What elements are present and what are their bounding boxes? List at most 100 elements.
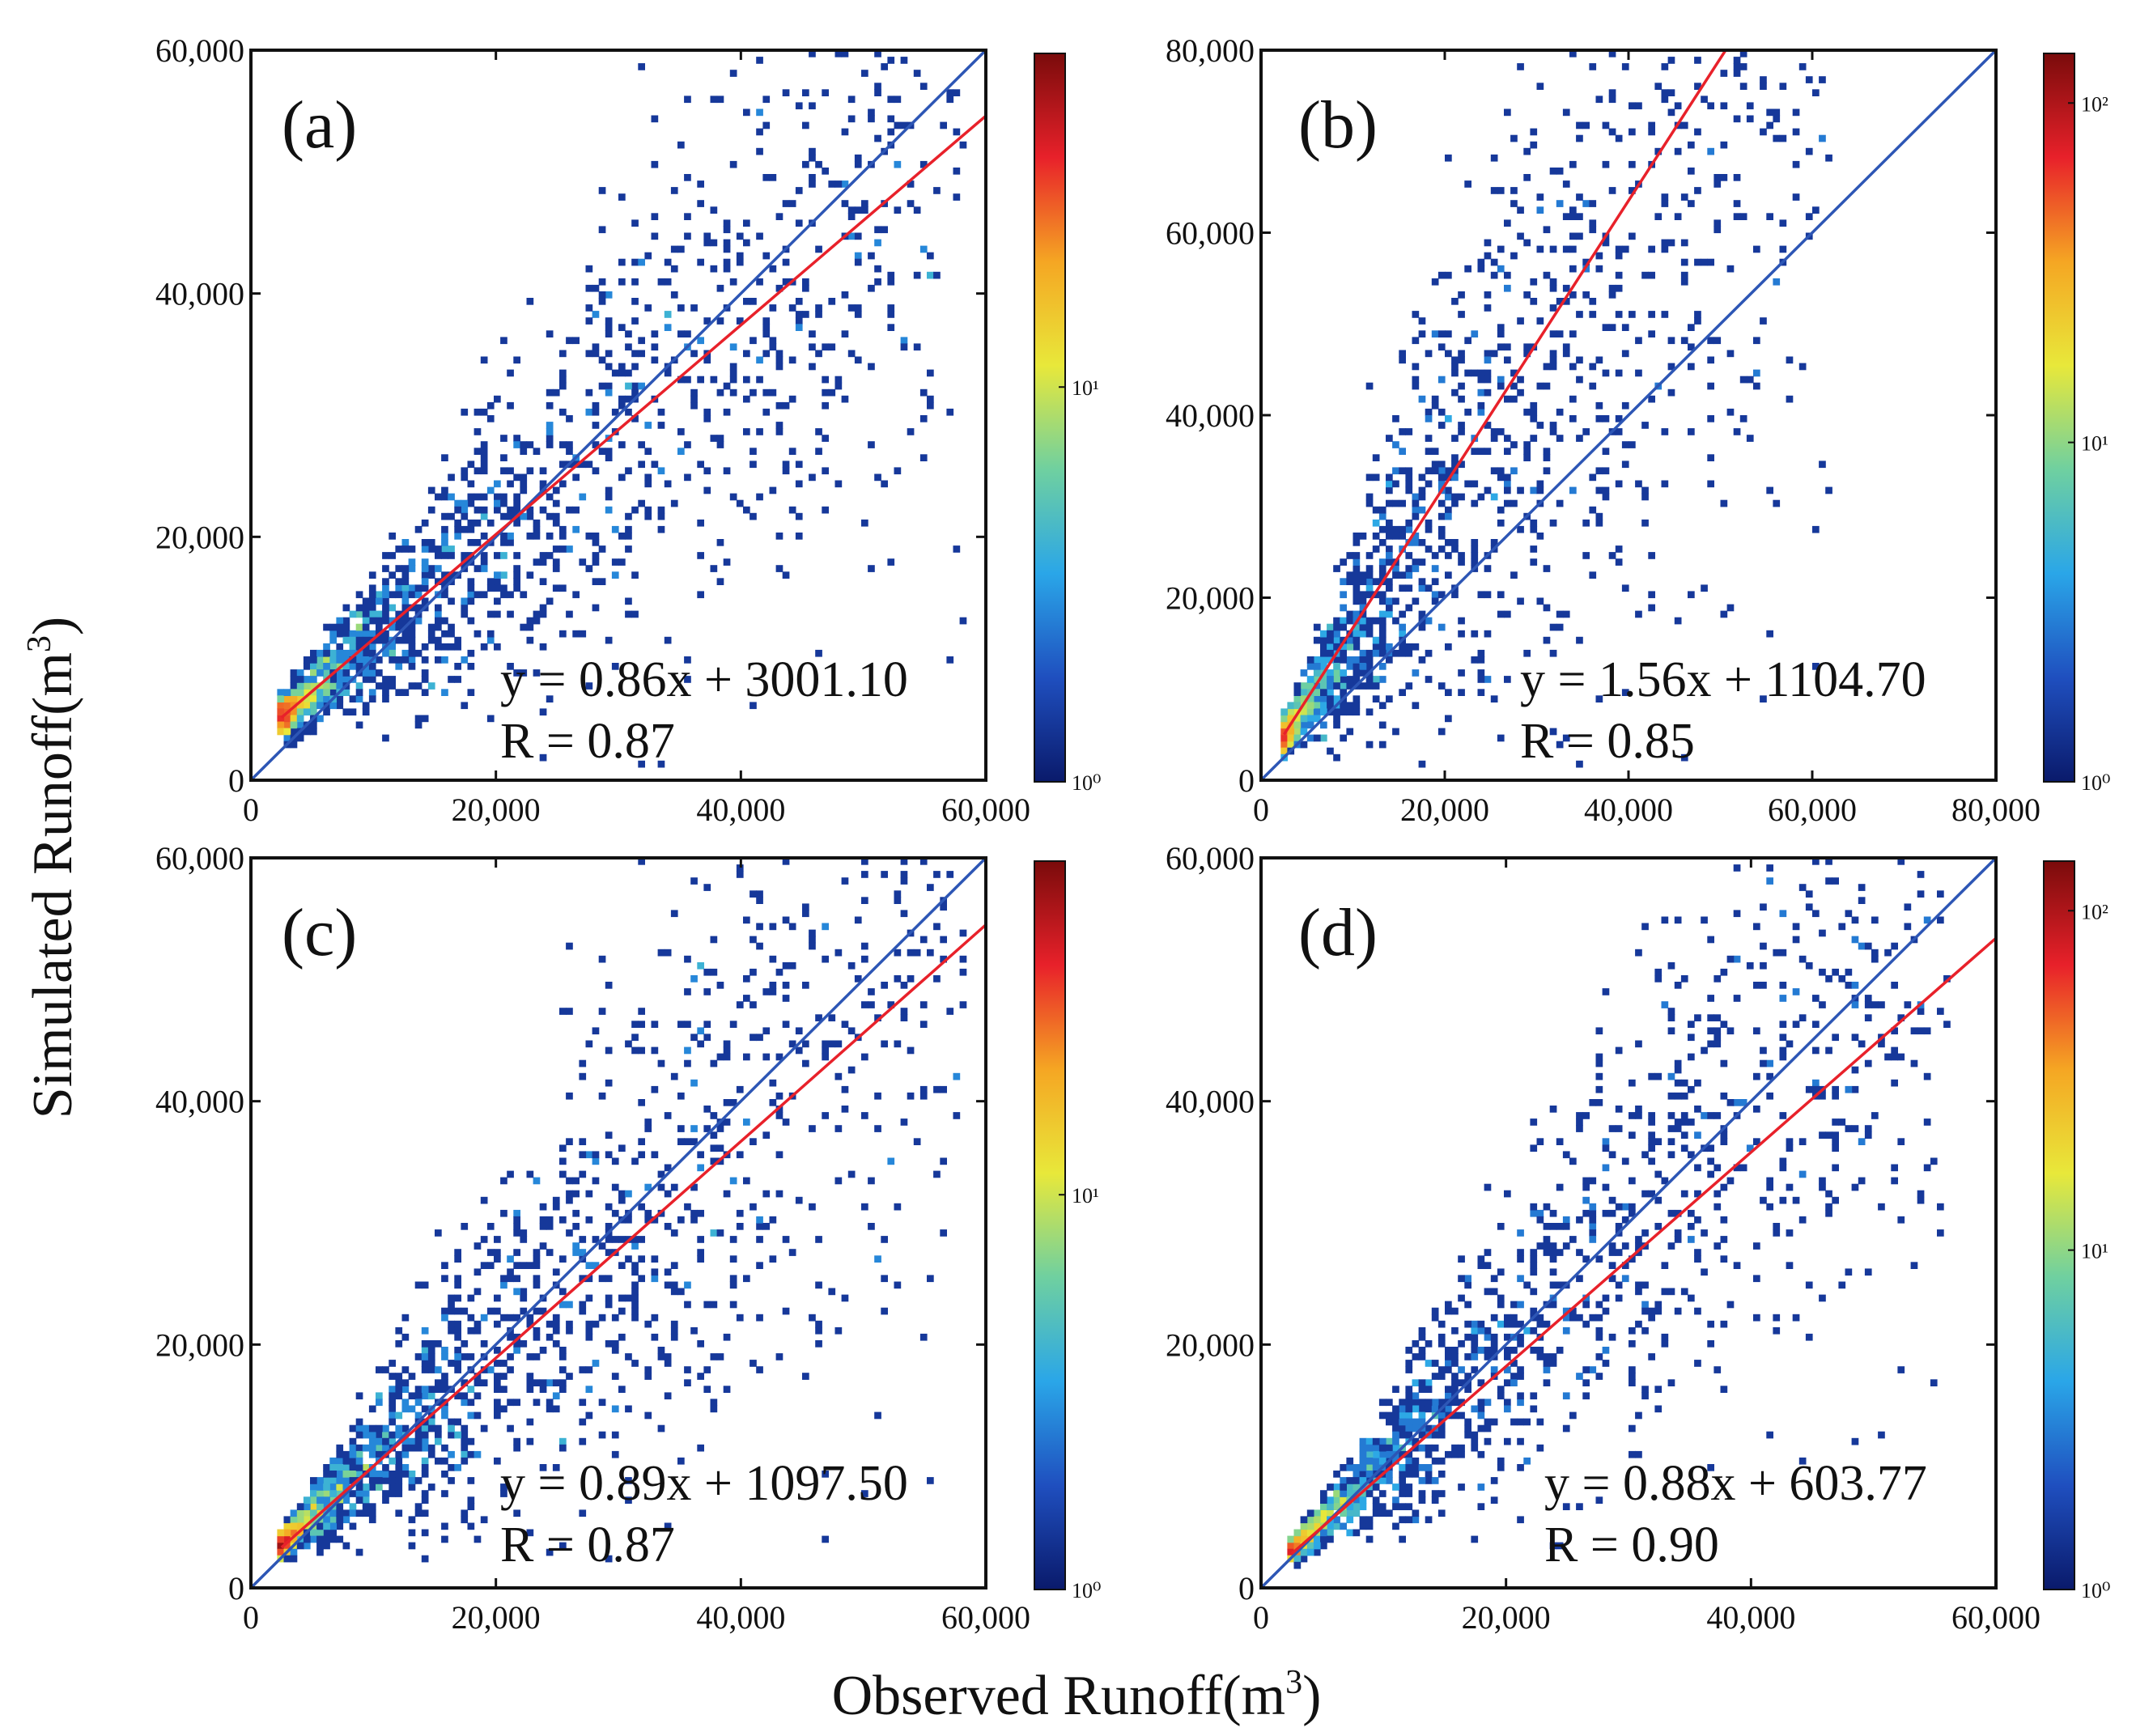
density-cell — [592, 408, 600, 416]
density-cell — [861, 1203, 868, 1211]
density-cell — [847, 213, 856, 220]
density-cell — [1359, 669, 1367, 677]
density-cell — [1405, 682, 1413, 690]
density-cell — [631, 363, 639, 371]
density-cell — [1766, 1177, 1773, 1185]
density-cell — [1648, 1118, 1655, 1126]
density-cell — [919, 1333, 928, 1341]
density-cell — [382, 695, 389, 702]
density-cell — [480, 1262, 488, 1269]
density-cell — [1412, 558, 1420, 566]
density-cell — [881, 871, 888, 878]
density-cell — [1425, 525, 1433, 533]
density-cell — [611, 1347, 619, 1354]
density-cell — [1484, 252, 1492, 260]
density-cell — [1399, 1431, 1406, 1439]
density-cell — [533, 1177, 541, 1185]
density-cell — [1549, 1249, 1557, 1256]
density-cell — [1773, 1229, 1781, 1237]
density-cell — [552, 1340, 560, 1348]
density-cell — [454, 663, 461, 670]
density-cell — [644, 1320, 652, 1328]
density-cell — [382, 617, 389, 625]
density-cell — [546, 512, 554, 520]
density-cell — [1549, 330, 1557, 337]
density-cell — [389, 682, 396, 690]
density-cell — [677, 1288, 685, 1296]
density-cell — [382, 1366, 389, 1373]
density-cell — [336, 682, 344, 690]
density-cell — [605, 388, 613, 397]
density-cell — [710, 96, 718, 104]
density-cell — [1569, 50, 1577, 57]
density-cell — [861, 206, 868, 214]
density-cell — [421, 1392, 429, 1400]
density-cell — [933, 975, 941, 983]
density-cell — [670, 910, 678, 918]
density-cell — [1431, 278, 1439, 286]
density-cell — [677, 304, 685, 312]
density-cell — [310, 689, 317, 696]
density-cell — [710, 1112, 718, 1119]
density-cell — [441, 1405, 448, 1413]
density-cell — [579, 1307, 587, 1315]
density-cell — [1608, 284, 1616, 292]
density-cell — [1713, 1034, 1722, 1042]
density-cell — [1536, 1444, 1544, 1452]
density-cell — [605, 486, 613, 494]
density-cell — [579, 1059, 587, 1067]
density-cell — [1726, 1301, 1735, 1309]
density-cell — [592, 533, 600, 540]
density-cell — [1412, 702, 1420, 710]
density-cell — [1773, 1223, 1781, 1230]
density-cell — [435, 1437, 442, 1445]
density-cell — [290, 728, 298, 736]
density-cell — [1937, 916, 1944, 924]
density-cell — [1425, 545, 1433, 553]
density-cell — [1733, 63, 1741, 70]
density-cell — [736, 1001, 744, 1008]
density-cell — [500, 337, 507, 345]
density-cell — [336, 1444, 344, 1452]
density-cell — [703, 1021, 711, 1028]
density-cell — [585, 265, 593, 273]
density-cell — [1471, 448, 1479, 455]
density-cell — [1819, 76, 1826, 83]
density-cell — [1694, 317, 1701, 325]
density-cell — [473, 1373, 482, 1380]
density-cell — [329, 636, 337, 644]
density-cell — [1530, 141, 1538, 149]
density-cell — [1694, 311, 1701, 318]
density-cell — [323, 656, 330, 664]
density-cell — [854, 252, 862, 260]
density-cell — [1517, 206, 1524, 214]
density-cell — [566, 1320, 573, 1328]
density-cell — [1707, 1157, 1714, 1165]
density-cell — [900, 1118, 908, 1126]
density-cell — [552, 486, 560, 494]
density-cell — [1477, 1399, 1485, 1407]
density-cell — [1425, 350, 1433, 358]
density-cell — [828, 180, 836, 188]
density-cell — [775, 968, 783, 976]
panel-0: 0 20,000 40,000 60,000020,00040,00060,000(a… — [155, 32, 1101, 828]
density-cell — [467, 597, 475, 605]
density-cell — [1543, 1236, 1551, 1243]
density-cell — [1589, 1099, 1597, 1106]
density-cell — [1812, 1085, 1820, 1093]
density-cell — [408, 1392, 416, 1400]
density-cell — [1812, 206, 1820, 214]
density-cell — [1306, 1529, 1314, 1537]
density-cell — [329, 1522, 337, 1530]
density-cell — [513, 1509, 520, 1517]
density-cell — [1418, 1399, 1426, 1407]
density-cell — [1720, 1255, 1728, 1263]
density-cell — [473, 1411, 482, 1420]
density-cell — [1536, 193, 1544, 201]
density-cell — [1497, 1223, 1505, 1230]
density-cell — [401, 1333, 410, 1341]
density-cell — [1720, 1183, 1728, 1191]
density-cell — [1300, 669, 1308, 677]
density-cell — [1798, 63, 1807, 70]
density-cell — [1792, 988, 1800, 995]
